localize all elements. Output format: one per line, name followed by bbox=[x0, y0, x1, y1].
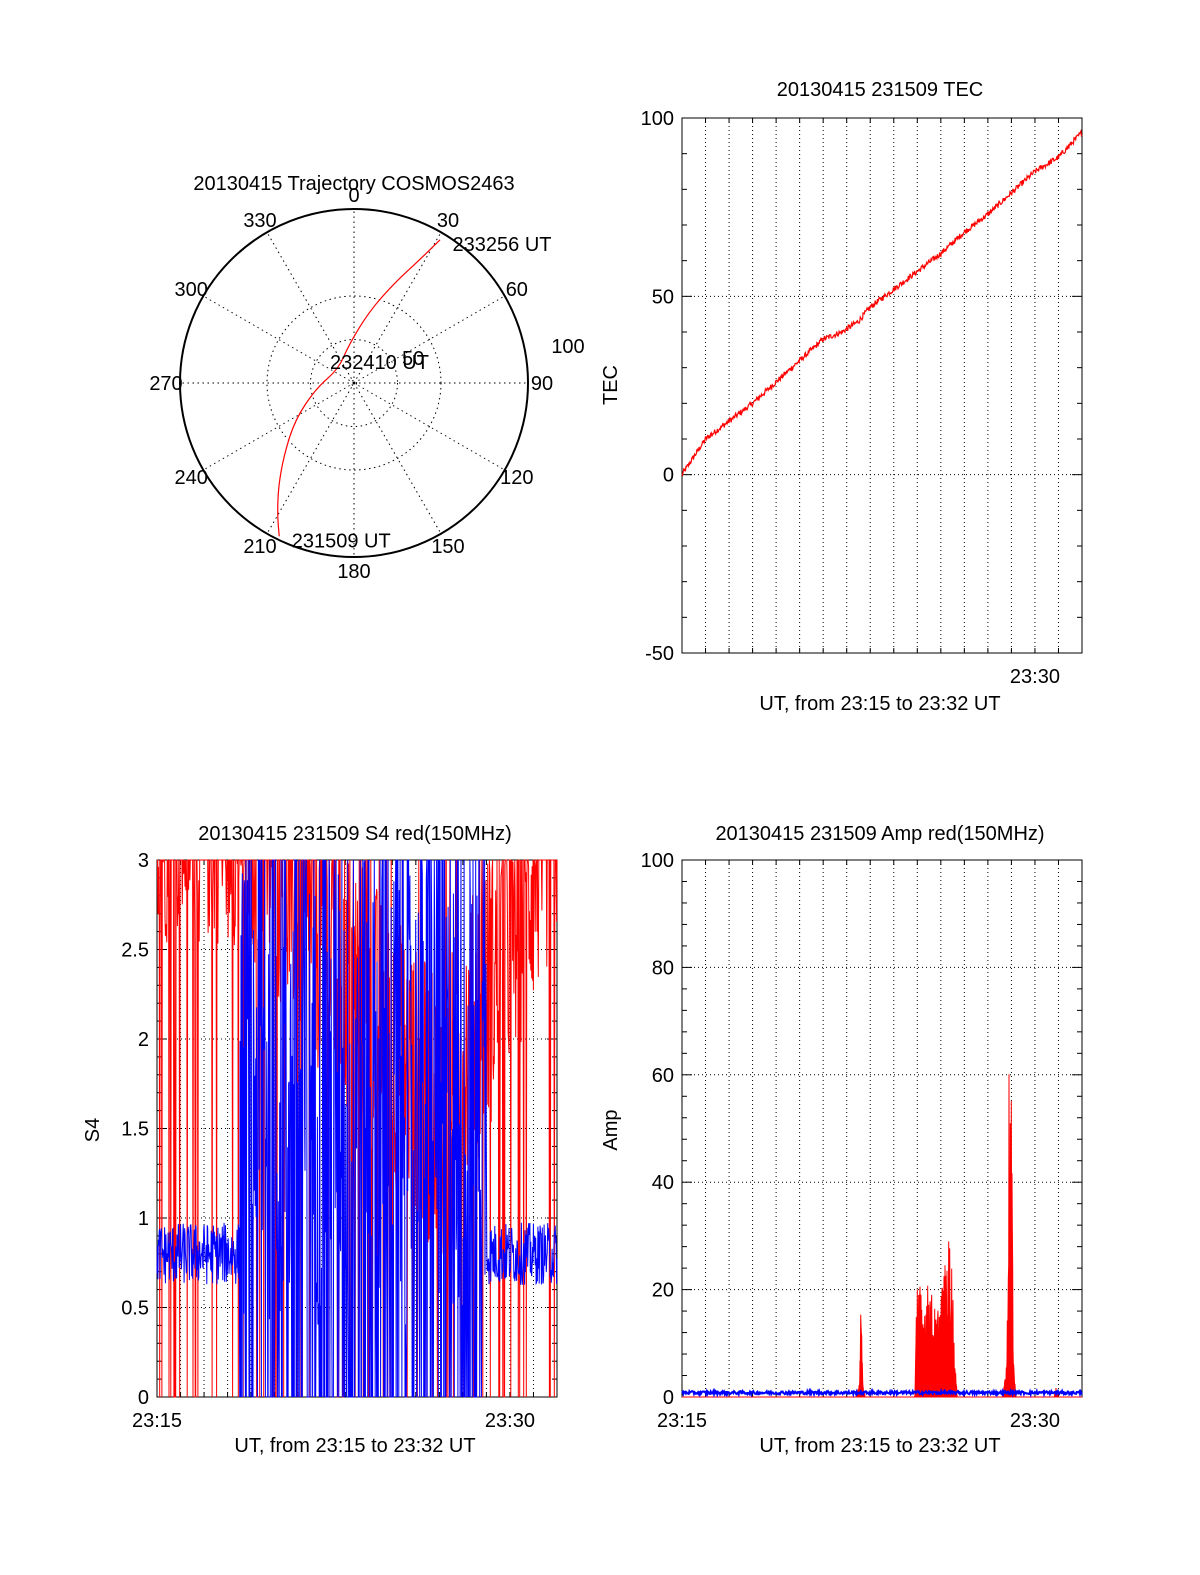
s4-panel: 20130415 231509 S4 red(150MHz) UT, from … bbox=[82, 823, 558, 1457]
s4-title: 20130415 231509 S4 red(150MHz) bbox=[198, 823, 512, 845]
tec-panel: 20130415 231509 TEC UT, from 23:15 to 23… bbox=[600, 79, 1083, 715]
polar-time-annotation: 232410 UT bbox=[330, 352, 429, 374]
tec-series-line bbox=[681, 128, 1083, 477]
s4-xtick-label: 23:15 bbox=[132, 1410, 182, 1432]
amp-x-label: UT, from 23:15 to 23:32 UT bbox=[759, 1435, 1000, 1457]
s4-ytick-label: 1 bbox=[138, 1208, 149, 1230]
polar-spoke bbox=[353, 295, 505, 384]
tec-ytick-label: 0 bbox=[663, 465, 674, 487]
polar-spoke bbox=[203, 382, 355, 471]
polar-radial-label: 50 bbox=[402, 348, 424, 370]
polar-time-annotation: 233256 UT bbox=[453, 234, 552, 256]
s4-xtick-label: 23:30 bbox=[485, 1410, 535, 1432]
tec-ytick-label: 50 bbox=[652, 286, 674, 308]
s4-ytick-label: 0.5 bbox=[121, 1298, 149, 1320]
polar-azimuth-label: 60 bbox=[506, 279, 528, 301]
s4-ytick-label: 1.5 bbox=[121, 1119, 149, 1141]
polar-azimuth-label: 120 bbox=[500, 467, 533, 489]
s4-blue-series-line bbox=[156, 859, 558, 1398]
polar-spoke bbox=[353, 382, 442, 534]
s4-y-label: S4 bbox=[82, 1118, 104, 1142]
polar-trajectory-panel: 20130415 Trajectory COSMOS2463 0 30 60 90 12… bbox=[149, 173, 584, 583]
polar-title: 20130415 Trajectory COSMOS2463 bbox=[193, 173, 514, 195]
amp-ytick-label: 80 bbox=[652, 957, 674, 979]
s4-ytick-label: 2 bbox=[138, 1029, 149, 1051]
tec-title: 20130415 231509 TEC bbox=[777, 79, 983, 101]
polar-azimuth-label: 30 bbox=[437, 210, 459, 232]
polar-azimuth-label: 270 bbox=[149, 373, 182, 395]
polar-spoke bbox=[266, 232, 355, 384]
s4-x-label: UT, from 23:15 to 23:32 UT bbox=[234, 1435, 475, 1457]
tec-y-label: TEC bbox=[600, 365, 622, 405]
polar-spoke bbox=[353, 232, 442, 384]
amp-ytick-label: 60 bbox=[652, 1065, 674, 1087]
amp-title: 20130415 231509 Amp red(150MHz) bbox=[715, 823, 1044, 845]
polar-inner-ring bbox=[350, 379, 358, 387]
amp-plot-frame bbox=[681, 859, 1083, 1398]
amp-ytick-label: 40 bbox=[652, 1172, 674, 1194]
amp-blue-series-line bbox=[681, 1387, 1083, 1399]
tec-x-label: UT, from 23:15 to 23:32 UT bbox=[759, 693, 1000, 715]
polar-azimuth-label: 0 bbox=[348, 185, 359, 207]
polar-azimuth-label: 180 bbox=[337, 561, 370, 583]
polar-trajectory-line bbox=[277, 239, 441, 537]
amp-y-label: Amp bbox=[600, 1109, 622, 1150]
polar-outer-ring bbox=[179, 208, 529, 558]
polar-spoke bbox=[203, 295, 355, 384]
tec-plot-frame bbox=[681, 117, 1083, 654]
tec-ytick-label: -50 bbox=[645, 643, 674, 665]
tec-ytick-label: 100 bbox=[641, 108, 674, 130]
polar-inner-ring bbox=[310, 339, 398, 427]
polar-azimuth-label: 210 bbox=[243, 536, 276, 558]
s4-ytick-label: 2.5 bbox=[121, 940, 149, 962]
amp-red-series-area bbox=[682, 1074, 1082, 1398]
amp-ytick-label: 20 bbox=[652, 1280, 674, 1302]
polar-azimuth-label: 300 bbox=[174, 279, 207, 301]
amp-xtick-label: 23:15 bbox=[657, 1410, 707, 1432]
polar-azimuth-label: 150 bbox=[431, 536, 464, 558]
amp-ytick-label: 0 bbox=[663, 1387, 674, 1409]
polar-radial-label: 100 bbox=[551, 336, 584, 358]
amp-ytick-label: 100 bbox=[641, 850, 674, 872]
tec-xtick-label: 23:30 bbox=[1010, 666, 1060, 688]
amp-xtick-label: 23:30 bbox=[1010, 1410, 1060, 1432]
polar-azimuth-label: 330 bbox=[243, 210, 276, 232]
s4-ytick-label: 3 bbox=[138, 850, 149, 872]
polar-inner-ring bbox=[266, 295, 442, 471]
s4-ytick-label: 0 bbox=[138, 1387, 149, 1409]
polar-azimuth-label: 240 bbox=[174, 467, 207, 489]
polar-spoke bbox=[353, 382, 505, 471]
polar-time-annotation: 231509 UT bbox=[292, 530, 391, 552]
polar-azimuth-label: 90 bbox=[531, 373, 553, 395]
amp-panel: 20130415 231509 Amp red(150MHz) UT, from… bbox=[600, 823, 1083, 1457]
polar-spoke bbox=[266, 382, 355, 534]
